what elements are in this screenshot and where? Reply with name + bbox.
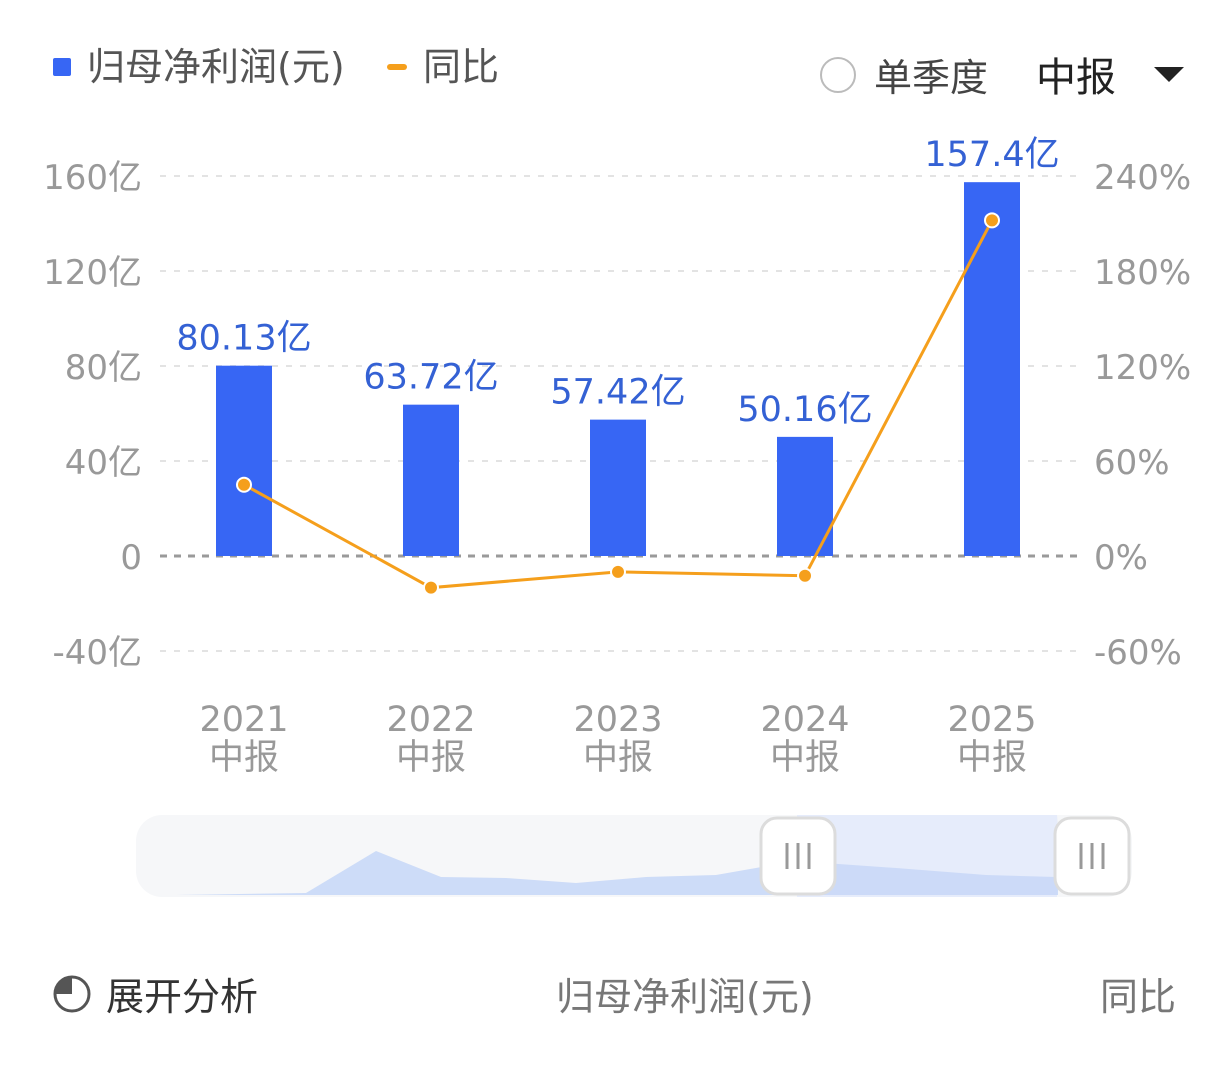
yoy-point — [797, 567, 813, 584]
x-tick-label: 2024 中报 — [760, 700, 849, 778]
bar-legend-swatch — [53, 58, 71, 76]
legend-yoy[interactable]: 同比 — [387, 48, 499, 86]
bar — [777, 436, 833, 556]
bar — [964, 182, 1020, 557]
yoy-point — [423, 579, 439, 596]
tab-profit[interactable]: 归母净利润(元) — [556, 975, 814, 1019]
x-tick-label: 2021 中报 — [199, 700, 288, 778]
bar — [590, 419, 646, 556]
bar-data-label: 80.13亿 — [176, 319, 311, 359]
legend-profit-label: 归母净利润(元) — [87, 45, 345, 89]
bar-data-label: 63.72亿 — [363, 358, 498, 398]
expand-analysis-label: 展开分析 — [106, 975, 259, 1019]
y-right-tick-label: 120% — [1094, 348, 1191, 388]
line-legend-swatch — [387, 64, 407, 70]
single-quarter-label: 单季度 — [874, 56, 989, 100]
y-right-tick-label: 240% — [1094, 158, 1191, 198]
bottom-bar: 展开分析 归母净利润(元) 同比 — [0, 958, 1228, 1021]
bar-data-label: 50.16亿 — [737, 390, 872, 430]
bar — [403, 404, 459, 556]
y-right-tick-label: 60% — [1094, 443, 1170, 483]
x-tick-label: 2023 中报 — [573, 700, 662, 778]
y-right-tick-label: 180% — [1094, 253, 1191, 293]
navigator-right-handle[interactable] — [1053, 816, 1131, 896]
y-left-tick-label: 160亿 — [43, 158, 142, 198]
navigator-left-handle[interactable] — [759, 816, 837, 896]
legend-profit[interactable]: 归母净利润(元) — [53, 48, 345, 86]
x-tick-label: 2022 中报 — [386, 700, 475, 778]
bar — [216, 365, 272, 556]
single-quarter-toggle[interactable]: 单季度 — [820, 47, 988, 102]
y-left-tick-label: -40亿 — [52, 633, 142, 673]
radio-icon[interactable] — [820, 56, 856, 93]
y-right-tick-label: -60% — [1094, 633, 1182, 673]
y-left-tick-label: 40亿 — [65, 443, 142, 483]
yoy-point — [610, 563, 626, 580]
y-right-tick-label: 0% — [1094, 538, 1148, 578]
legend-yoy-label: 同比 — [423, 45, 500, 89]
expand-analysis-button[interactable]: 展开分析 — [52, 966, 258, 1021]
y-left-tick-label: 0 — [120, 538, 142, 578]
period-select[interactable]: 中报 — [1036, 45, 1184, 103]
period-select-label: 中报 — [1036, 55, 1116, 101]
chevron-down-icon — [1154, 66, 1184, 82]
yoy-point — [236, 476, 252, 493]
y-left-tick-label: 120亿 — [43, 253, 142, 293]
x-tick-label: 2025 中报 — [947, 700, 1036, 778]
bar-data-label: 157.4亿 — [924, 135, 1059, 175]
y-left-tick-label: 80亿 — [65, 348, 142, 388]
bar-data-label: 57.42亿 — [550, 373, 685, 413]
navigator-mini-area — [176, 815, 1058, 895]
profit-chart: 160亿 120亿 80亿 40亿 0 -40亿 240% 180% 120% 60% 0% -60%… — [43, 135, 1191, 778]
tab-yoy[interactable]: 同比 — [1099, 975, 1176, 1019]
yoy-point — [984, 212, 1000, 229]
pie-chart-icon — [53, 975, 91, 1012]
range-navigator[interactable] — [136, 815, 1132, 897]
